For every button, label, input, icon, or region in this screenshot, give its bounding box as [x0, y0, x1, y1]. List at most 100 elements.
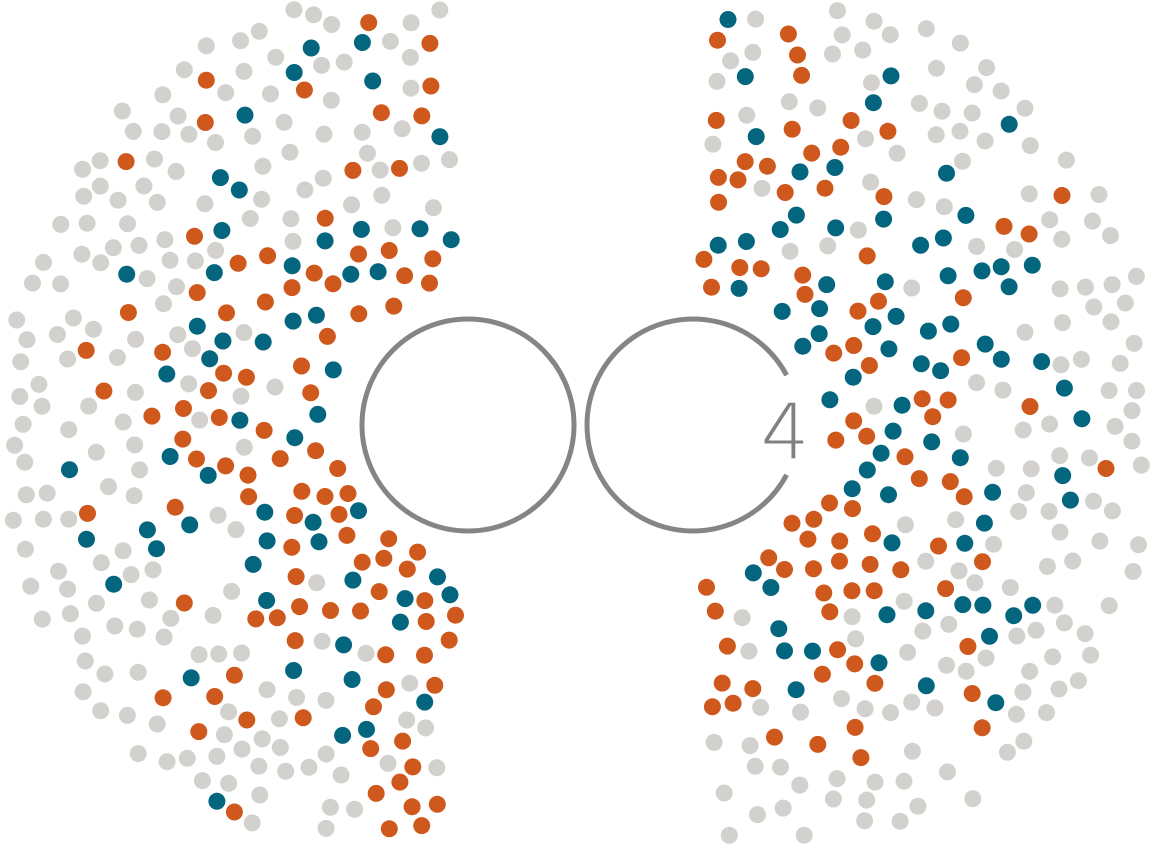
decorative-dot [201, 350, 219, 368]
decorative-dot [843, 480, 861, 498]
decorative-dot [316, 232, 334, 250]
decorative-dot [353, 34, 371, 51]
decorative-dot [995, 217, 1013, 235]
decorative-dot [250, 22, 268, 40]
decorative-dot [816, 179, 834, 197]
decorative-dot [175, 61, 193, 79]
decorative-dot [992, 350, 1010, 368]
decorative-dot [844, 368, 862, 386]
decorative-dot [73, 245, 91, 263]
decorative-dot [951, 449, 969, 467]
decorative-dot [119, 304, 137, 321]
decorative-dot [313, 56, 331, 74]
decorative-dot [231, 411, 249, 429]
decorative-dot [258, 681, 276, 699]
decorative-dot [864, 525, 881, 543]
decorative-dot [909, 797, 927, 815]
decorative-dot [440, 631, 458, 649]
decorative-dot [74, 160, 92, 178]
decorative-dot [206, 688, 224, 705]
decorative-dot [783, 120, 801, 138]
decorative-dot [1023, 256, 1041, 274]
decorative-dot [974, 596, 992, 614]
decorative-dot [913, 390, 931, 408]
decorative-dot [1080, 449, 1098, 467]
decorative-dot [296, 181, 314, 199]
decorative-dot [981, 627, 998, 645]
decorative-dot [762, 579, 780, 596]
decorative-dot [16, 453, 34, 471]
decorative-dot [968, 374, 986, 392]
decorative-dot [122, 566, 140, 584]
decorative-dot [237, 368, 255, 386]
decorative-dot [709, 236, 727, 254]
decorative-dot [1053, 187, 1071, 204]
decorative-dot [266, 378, 284, 396]
decorative-dot [939, 391, 957, 409]
decorative-dot [1091, 532, 1109, 550]
decorative-dot [258, 592, 276, 609]
decorative-dot [127, 330, 145, 348]
decorative-dot [162, 609, 180, 627]
decorative-dot [117, 153, 135, 171]
decorative-dot [910, 470, 928, 488]
decorative-dot [1020, 225, 1038, 243]
decorative-dot [166, 498, 184, 516]
decorative-dot [197, 71, 215, 89]
decorative-dot [227, 521, 245, 539]
decorative-dot [888, 144, 906, 162]
decorative-dot [985, 535, 1003, 553]
decorative-dot [196, 114, 214, 131]
decorative-dot [214, 332, 232, 350]
decorative-dot [304, 513, 322, 531]
decorative-dot [1061, 491, 1079, 509]
decorative-dot [903, 693, 921, 711]
decorative-dot [1073, 410, 1091, 428]
decorative-dot [285, 662, 303, 679]
decorative-dot [1069, 672, 1087, 690]
decorative-dot [1044, 648, 1062, 666]
decorative-dot [204, 606, 222, 624]
decorative-dot [317, 691, 335, 709]
decorative-dot [791, 776, 809, 794]
decorative-dot [1103, 276, 1121, 294]
decorative-dot [140, 591, 158, 609]
decorative-dot [736, 153, 754, 171]
decorative-dot [1085, 492, 1102, 510]
decorative-dot [935, 198, 953, 216]
decorative-dot [230, 181, 248, 199]
decorative-dot [424, 199, 442, 217]
decorative-dot [852, 749, 870, 767]
decorative-dot [951, 122, 969, 140]
decorative-dot [870, 654, 888, 672]
decorative-dot [821, 391, 839, 409]
decorative-dot [148, 715, 166, 733]
decorative-dot [1024, 596, 1042, 614]
decorative-dot [917, 552, 935, 570]
decorative-dot [1076, 278, 1094, 296]
decorative-dot [776, 184, 794, 201]
decorative-dot [413, 107, 431, 125]
decorative-dot [1106, 417, 1124, 435]
decorative-dot [385, 297, 403, 315]
decorative-dot [896, 516, 914, 534]
decorative-dot [928, 59, 945, 77]
decorative-dot [1127, 267, 1145, 285]
decorative-dot [259, 247, 277, 265]
decorative-dot [744, 564, 762, 582]
decorative-dot [1001, 579, 1019, 596]
decorative-dot [1000, 115, 1018, 133]
decorative-dot [818, 276, 836, 294]
decorative-dot [1125, 334, 1143, 352]
decorative-dot [403, 798, 421, 816]
decorative-dot [217, 84, 235, 102]
decorative-dot [744, 43, 762, 61]
decorative-dot [305, 264, 323, 282]
decorative-dot [753, 179, 771, 197]
decorative-dot [826, 159, 844, 176]
decorative-dot [381, 32, 399, 50]
decorative-dot [719, 11, 737, 28]
decorative-dot [903, 279, 921, 297]
decorative-dot [16, 540, 34, 558]
decorative-dot [974, 553, 991, 571]
